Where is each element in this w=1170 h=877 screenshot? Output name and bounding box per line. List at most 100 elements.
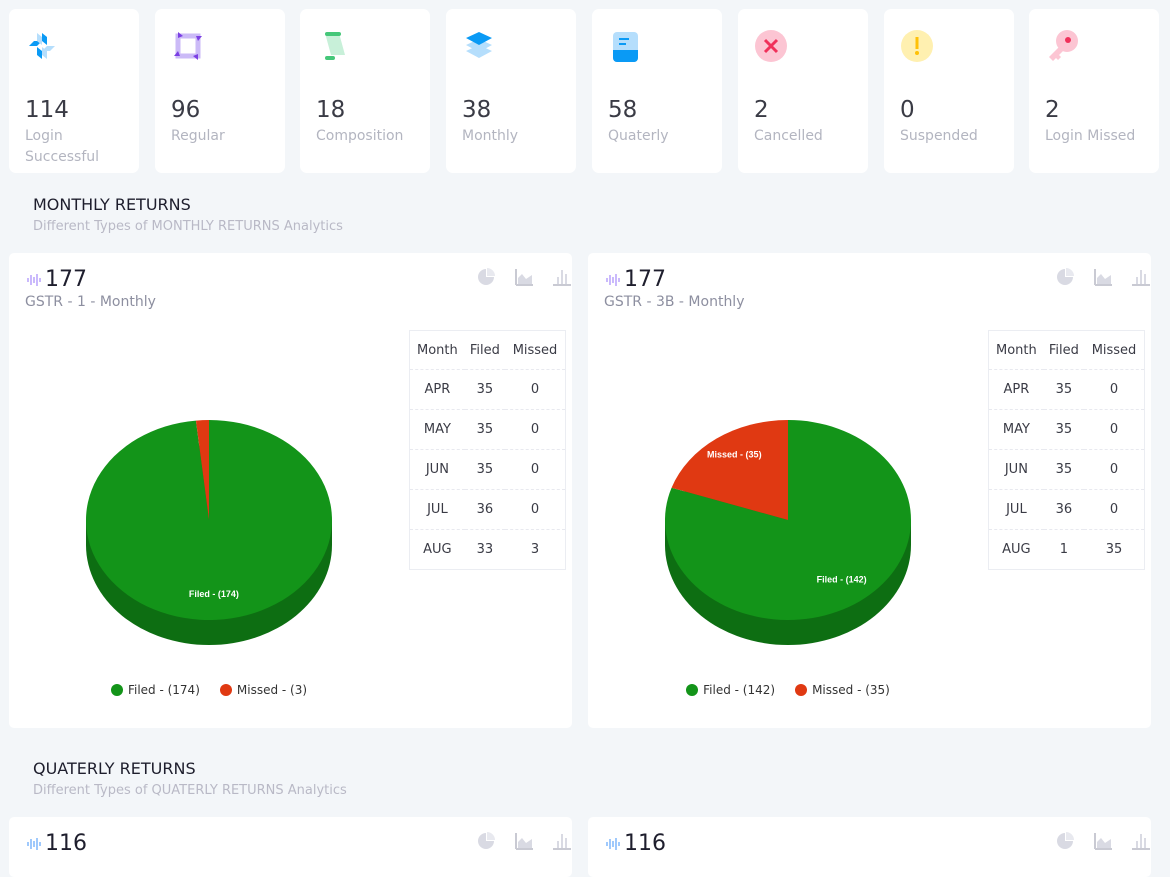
table-cell: 35: [464, 449, 505, 490]
legend-item-missed[interactable]: Missed - (35): [795, 683, 890, 697]
bar-chart-icon[interactable]: [552, 267, 572, 287]
table-cell: 0: [1084, 449, 1145, 490]
stat-card-login-missed[interactable]: 2 Login Missed: [1029, 9, 1159, 173]
table-cell: 0: [505, 489, 566, 530]
table-cell: APR: [988, 369, 1044, 410]
area-chart-icon[interactable]: [514, 267, 534, 287]
returns-table: Month Filed Missed APR 35 0 MAY 35 0 JUN 35 0 JUL 36 0…: [988, 330, 1145, 570]
area-chart-icon[interactable]: [514, 831, 534, 851]
table-header: Filed: [469, 342, 500, 358]
chart-panel: Filed - (174) 177 GSTR - 1 - Monthly Mon…: [9, 253, 572, 728]
table-cell: 0: [505, 369, 566, 410]
table-cell: AUG: [988, 529, 1044, 570]
panel-title: GSTR - 1 - Monthly: [25, 294, 156, 310]
table-cell: 35: [1084, 529, 1145, 570]
stat-label: Regular: [171, 128, 225, 144]
chart-legend: Filed - (142) Missed - (35): [588, 683, 988, 697]
table-cell: JUL: [988, 489, 1044, 530]
table-cell: 1: [1043, 529, 1084, 570]
table-header: Month: [996, 342, 1037, 358]
pie-slice-missed[interactable]: [671, 420, 788, 520]
legend-item-filed[interactable]: Filed - (142): [686, 683, 775, 697]
area-chart-icon[interactable]: [1093, 831, 1113, 851]
stat-value: 58: [608, 97, 638, 123]
table-cell: 35: [464, 369, 505, 410]
panel-total: 116: [45, 831, 87, 856]
chart-panel: Filed - (142) Missed - (35) 177 GSTR - 3B…: [588, 253, 1151, 728]
stat-card-cancelled[interactable]: 2 Cancelled: [738, 9, 868, 173]
stat-value: 96: [171, 97, 201, 123]
stat-card-suspended[interactable]: 0 Suspended: [884, 9, 1014, 173]
stat-value: 2: [1045, 97, 1060, 123]
panel-total: 177: [45, 267, 87, 292]
table-row: JUL 36 0: [409, 489, 566, 530]
refresh-square-icon: [174, 32, 202, 60]
pie-chart-icon[interactable]: [476, 831, 496, 851]
table-cell: AUG: [409, 529, 465, 570]
snowflake-icon: [29, 33, 55, 59]
table-cell: 33: [464, 529, 505, 570]
stat-label: Cancelled: [754, 128, 823, 144]
area-chart-icon[interactable]: [1093, 267, 1113, 287]
table-row: MAY 35 0: [988, 409, 1145, 450]
stat-label: Login Missed: [1045, 128, 1136, 144]
stat-card-quaterly[interactable]: 58 Quaterly: [592, 9, 722, 173]
section-title-quarterly: QUATERLY RETURNS: [33, 759, 196, 778]
bar-chart-icon[interactable]: [1131, 831, 1151, 851]
section-title-monthly: MONTHLY RETURNS: [33, 195, 191, 214]
bar-chart-icon[interactable]: [1131, 267, 1151, 287]
slice-label: Filed - (142): [817, 575, 867, 585]
table-cell: JUN: [988, 449, 1044, 490]
pie-chart-icon[interactable]: [1055, 831, 1075, 851]
table-cell: 3: [505, 529, 566, 570]
stat-card-composition[interactable]: 18 Composition: [300, 9, 430, 173]
table-cell: 0: [1084, 369, 1145, 410]
legend-item-filed[interactable]: Filed - (174): [110, 683, 200, 697]
scroll-icon: [325, 32, 345, 60]
x-circle-icon: [755, 30, 787, 62]
pie-chart-icon[interactable]: [476, 267, 496, 287]
table-cell: APR: [409, 369, 465, 410]
table-cell: 36: [1043, 489, 1084, 530]
table-header: Missed: [512, 342, 558, 358]
section-subtitle-monthly: Different Types of MONTHLY RETURNS Analy…: [33, 219, 343, 234]
table-header: Missed: [1091, 342, 1137, 358]
table-cell: 0: [1084, 409, 1145, 450]
table-cell: 0: [1084, 489, 1145, 530]
table-cell: JUN: [409, 449, 465, 490]
table-row: MAY 35 0: [409, 409, 566, 450]
table-row: JUN 35 0: [409, 449, 566, 490]
book-icon: [613, 32, 638, 62]
stat-card-regular[interactable]: 96 Regular: [155, 9, 285, 173]
table-row: APR 35 0: [409, 369, 566, 410]
sparkline-icon: [27, 274, 41, 286]
stat-label: Composition: [316, 128, 404, 144]
slice-label: Missed - (35): [707, 449, 762, 459]
table-row: APR 35 0: [988, 369, 1145, 410]
legend-item-missed[interactable]: Missed - (3): [219, 683, 307, 697]
stat-value: 38: [462, 97, 492, 123]
table-cell: 0: [505, 409, 566, 450]
table-row: AUG 1 35: [988, 529, 1145, 570]
layers-icon: [466, 32, 492, 58]
key-icon: [1049, 30, 1078, 61]
panel-total: 116: [624, 831, 666, 856]
panel-total: 177: [624, 267, 666, 292]
table-row: JUL 36 0: [988, 489, 1145, 530]
chart-legend: Filed - (174) Missed - (3): [9, 683, 409, 697]
stat-value: 2: [754, 97, 769, 123]
pie-slice-filed[interactable]: [85, 420, 332, 620]
returns-table: Month Filed Missed APR 35 0 MAY 35 0 JUN 35 0 JUL 36 0…: [409, 330, 566, 570]
sparkline-icon: [27, 838, 41, 850]
sparkline-icon: [606, 838, 620, 850]
bar-chart-icon[interactable]: [552, 831, 572, 851]
stat-value: 114: [25, 97, 69, 123]
stat-card-monthly[interactable]: 38 Monthly: [446, 9, 576, 173]
table-row: AUG 33 3: [409, 529, 566, 570]
table-cell: MAY: [988, 409, 1044, 450]
table-header: Month: [417, 342, 458, 358]
pie-chart-icon[interactable]: [1055, 267, 1075, 287]
table-cell: JUL: [409, 489, 465, 530]
pie-slice-missed[interactable]: [195, 420, 209, 520]
stat-card-login-successful[interactable]: 114 Login Successful: [9, 9, 139, 173]
